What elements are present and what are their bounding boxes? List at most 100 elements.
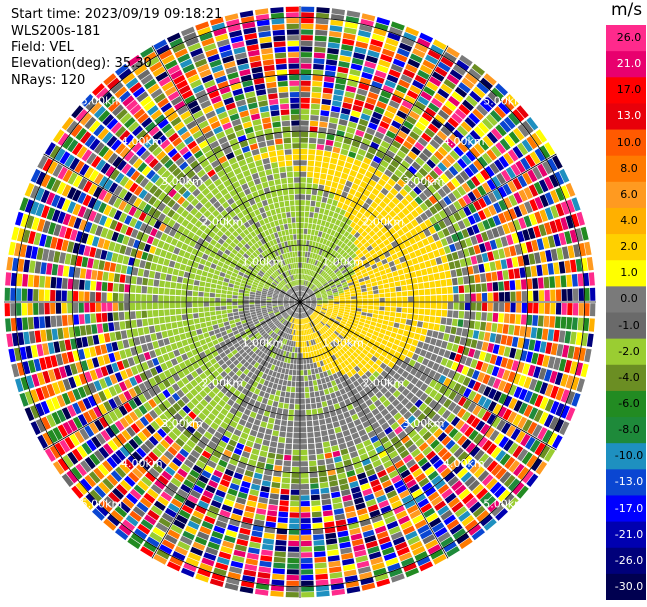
radar-gate xyxy=(234,52,247,60)
radar-gate xyxy=(211,159,220,168)
radar-gate xyxy=(502,408,512,421)
radar-gate xyxy=(354,405,362,413)
radar-gate xyxy=(103,413,114,425)
radar-gate xyxy=(534,340,541,352)
radar-gate xyxy=(290,489,300,495)
radar-gate xyxy=(67,314,74,326)
radar-gate xyxy=(294,330,297,336)
radar-gate xyxy=(176,255,183,263)
radar-gate xyxy=(195,393,203,402)
radar-gate xyxy=(295,274,298,280)
radar-gate xyxy=(282,189,289,196)
radar-gate xyxy=(328,319,334,324)
radar-gate xyxy=(491,504,504,517)
radar-gate xyxy=(376,578,391,587)
radar-gate xyxy=(467,402,477,413)
radar-gate xyxy=(125,320,132,329)
radar-gate xyxy=(115,126,127,138)
radar-gate xyxy=(422,358,430,366)
radar-gate xyxy=(473,466,485,478)
radar-gate xyxy=(338,334,344,340)
radar-gate xyxy=(406,392,415,401)
radar-gate xyxy=(314,431,321,438)
radar-gate xyxy=(5,272,12,286)
radar-gate xyxy=(278,283,283,288)
radar-gate xyxy=(372,313,379,319)
radar-gate xyxy=(132,328,139,337)
radar-gate xyxy=(292,306,297,311)
radar-gate xyxy=(295,286,297,292)
radar-gate xyxy=(30,389,40,403)
radar-gate xyxy=(476,487,488,500)
radar-gate xyxy=(282,235,287,242)
radar-gate xyxy=(226,170,235,179)
radar-gate xyxy=(102,460,114,473)
radar-gate xyxy=(88,210,97,222)
radar-gate xyxy=(314,344,318,351)
radar-gate xyxy=(289,194,295,201)
radar-gate xyxy=(474,449,485,461)
radar-gate xyxy=(421,416,431,426)
radar-gate xyxy=(75,337,83,349)
radar-gate xyxy=(288,352,292,358)
radar-gate xyxy=(61,407,72,420)
radar-gate xyxy=(278,505,289,512)
radar-gate xyxy=(339,332,346,338)
radar-gate xyxy=(110,423,120,435)
radar-gate xyxy=(184,180,193,189)
radar-gate xyxy=(322,441,331,448)
radar-gate xyxy=(354,392,362,400)
radar-gate xyxy=(283,302,289,304)
radar-gate xyxy=(250,366,257,373)
radar-gate xyxy=(251,314,257,318)
radar-gate xyxy=(331,314,337,318)
radar-gate xyxy=(330,111,340,119)
radar-gate xyxy=(301,307,303,313)
radar-gate xyxy=(405,567,420,578)
radar-gate xyxy=(331,415,338,423)
radar-gate xyxy=(212,246,219,254)
radar-gate xyxy=(288,258,292,264)
radar-gate xyxy=(304,268,307,275)
radar-gate xyxy=(261,199,268,207)
radar-gate xyxy=(309,471,318,478)
radar-gate xyxy=(316,453,325,460)
radar-gate xyxy=(271,282,277,287)
radar-gate xyxy=(144,471,156,483)
radar-gate xyxy=(79,279,85,290)
radar-gate xyxy=(307,263,310,269)
radar-gate xyxy=(175,157,185,167)
radar-gate xyxy=(211,408,220,417)
radar-gate xyxy=(204,292,210,297)
radar-gate xyxy=(239,140,249,148)
radar-gate xyxy=(261,294,267,297)
radar-gate xyxy=(448,390,457,401)
radar-gate xyxy=(39,357,47,371)
radar-gate xyxy=(370,454,380,463)
radar-gate xyxy=(72,203,82,216)
radar-gate xyxy=(296,313,299,319)
radar-gate xyxy=(204,287,210,293)
radar-gate xyxy=(261,346,267,352)
radar-gate xyxy=(329,566,342,573)
radar-gate xyxy=(187,100,199,110)
radar-gate xyxy=(335,318,341,323)
radar-gate xyxy=(90,280,97,291)
radar-gate xyxy=(201,557,215,567)
radar-gate xyxy=(279,361,284,368)
radar-gate xyxy=(388,321,394,327)
radar-gate xyxy=(269,253,275,259)
radar-gate xyxy=(257,286,263,290)
radar-gate xyxy=(199,339,207,346)
radar-gate xyxy=(304,257,307,263)
radar-gate xyxy=(354,549,367,558)
radar-gate xyxy=(105,165,116,178)
radar-gate xyxy=(293,306,297,311)
radar-gate xyxy=(307,310,311,315)
radar-gate xyxy=(239,527,251,536)
radar-gate xyxy=(295,312,297,318)
radar-gate xyxy=(397,384,406,393)
radar-gate xyxy=(214,242,222,249)
radar-gate xyxy=(323,209,330,216)
radar-gate xyxy=(384,390,392,399)
